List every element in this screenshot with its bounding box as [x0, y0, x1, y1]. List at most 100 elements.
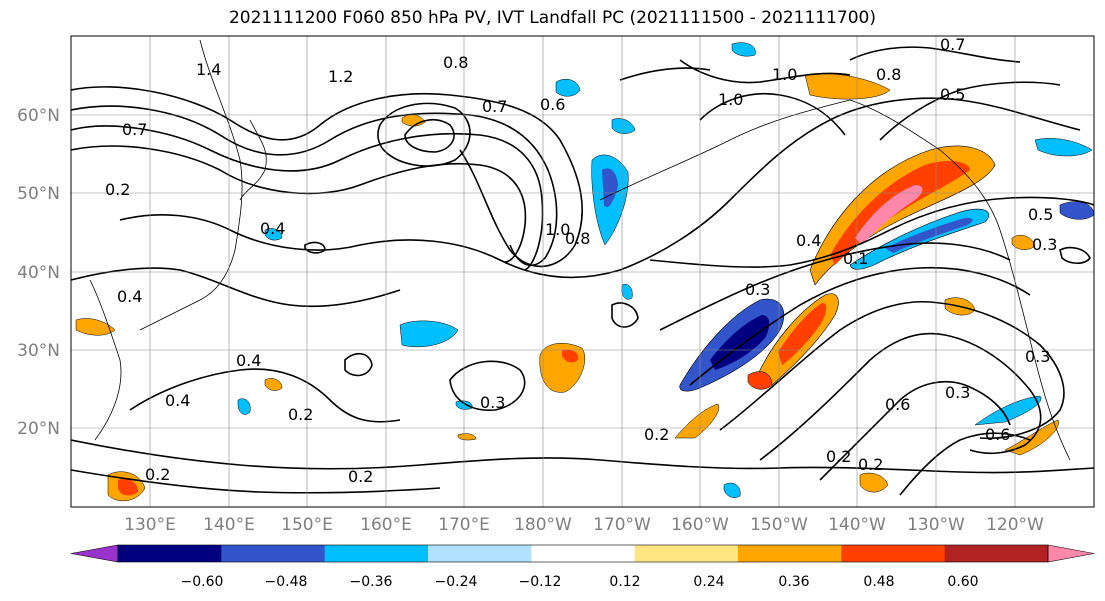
contour-label: 0.6 — [540, 95, 565, 114]
contour-label: 0.1 — [843, 249, 868, 268]
contour-label: 0.3 — [745, 280, 770, 299]
colorbar-tick-label: 0.24 — [693, 574, 724, 590]
contour-label: 0.2 — [348, 467, 373, 486]
negative-blob-small-5 — [723, 482, 741, 498]
graticule — [71, 36, 1094, 507]
contour-label: 0.5 — [940, 85, 965, 104]
contour-label: 0.2 — [145, 465, 170, 484]
contour-line — [649, 196, 1094, 268]
lon-label: 150°E — [281, 515, 333, 535]
map-frame-border — [70, 35, 1095, 508]
lat-label: 40°N — [17, 263, 60, 283]
negative-blob-pnw — [1034, 138, 1093, 157]
contour-line — [899, 432, 1031, 496]
lat-label: 20°N — [17, 419, 60, 439]
contour-label: 0.2 — [644, 425, 669, 444]
negative-blob-small-2 — [264, 228, 283, 241]
contour-label: 1.2 — [328, 67, 353, 86]
lon-label: 160°E — [360, 515, 412, 535]
contour-line — [879, 81, 1061, 141]
positive-band-northeast-core — [830, 160, 970, 265]
contour-line — [71, 439, 1094, 474]
contour-line — [699, 92, 846, 136]
lat-label: 50°N — [17, 184, 60, 204]
colorbar-segment — [841, 545, 946, 562]
colorbar-extend-max — [1047, 544, 1095, 563]
contour-label: 0.7 — [940, 35, 965, 54]
contour-line — [71, 86, 583, 268]
contour-label: 0.6 — [985, 425, 1010, 444]
colorbar-tick-label: −0.60 — [181, 574, 224, 590]
contour-line — [404, 119, 455, 153]
contour-line — [759, 332, 1042, 461]
contour-line — [1059, 246, 1091, 265]
colorbar-extend-min — [70, 544, 119, 563]
colorbar-tick-label: −0.48 — [265, 574, 308, 590]
positive-blob-subtropic-south — [859, 472, 889, 493]
colorbar-tick-label: 0.36 — [778, 574, 809, 590]
contour-line — [659, 242, 1011, 331]
colorbar-segment — [324, 545, 429, 562]
contour-label: 1.0 — [718, 90, 743, 109]
lon-label: 150°W — [750, 515, 808, 535]
contour-label: 0.4 — [260, 219, 285, 238]
colorbar-segment — [221, 545, 326, 562]
contour-lines — [71, 46, 1094, 496]
colorbar-tick-label: −0.36 — [350, 574, 393, 590]
lon-label: 140°E — [203, 515, 255, 535]
contour-line — [71, 145, 527, 263]
negative-blob-midpacific — [399, 320, 459, 348]
colorbar: −0.60 −0.48 −0.36 −0.24 −0.12 0.12 0.24 … — [70, 544, 1095, 590]
positive-blob-small-4 — [457, 433, 477, 441]
lon-label: 130°W — [907, 515, 965, 535]
contour-line — [129, 368, 401, 423]
colorbar-tick-label: 0.60 — [947, 574, 978, 590]
colorbar-segment — [118, 545, 222, 562]
contour-label: 0.3 — [480, 393, 505, 412]
contour-label: 0.3 — [945, 383, 970, 402]
contour-line — [449, 360, 526, 411]
contour-label: 0.6 — [885, 395, 910, 414]
contour-label: 0.4 — [236, 351, 261, 370]
negative-blob-bering — [555, 79, 581, 97]
contour-line — [344, 352, 373, 377]
map-frame-bg — [71, 36, 1094, 507]
colorbar-tick-label: 0.12 — [609, 574, 640, 590]
shading-layer — [75, 42, 1094, 502]
contour-label: 0.7 — [482, 97, 507, 116]
lon-label: 170°W — [593, 515, 651, 535]
coastline — [89, 279, 122, 441]
positive-southwest-tail — [674, 403, 720, 439]
contour-label: 0.2 — [826, 447, 851, 466]
contour-label: 1.4 — [196, 60, 221, 79]
colorbar-segment — [738, 545, 842, 562]
map-title: 2021111200 F060 850 hPa PV, IVT Landfall… — [228, 8, 876, 28]
lon-label: 160°W — [671, 515, 729, 535]
contour-line — [619, 67, 711, 81]
lon-label: 130°E — [124, 515, 176, 535]
positive-band-northeast-peak — [855, 185, 923, 245]
contour-line — [377, 102, 471, 167]
lon-label: 120°W — [986, 515, 1044, 535]
colorbar-segments — [70, 544, 1095, 563]
lon-label: 140°W — [828, 515, 886, 535]
colorbar-tick-label: −0.24 — [435, 574, 478, 590]
longitude-labels: 130°E 140°E 150°E 160°E 170°E 180°W 170°… — [124, 515, 1044, 535]
contour-line — [71, 105, 558, 267]
lat-label: 30°N — [17, 341, 60, 361]
contour-line — [679, 59, 851, 84]
positive-blob-small-1 — [264, 378, 283, 391]
contour-line — [819, 380, 1011, 481]
positive-center-pacific-core — [778, 303, 827, 365]
negative-blob-north-edge — [731, 42, 756, 57]
lon-label: 170°E — [438, 515, 490, 535]
colorbar-tick-label: −0.12 — [519, 574, 562, 590]
contour-line — [849, 46, 1021, 63]
contour-label: 0.4 — [796, 231, 821, 250]
positive-blob-japan — [75, 318, 116, 336]
colorbar-segment — [634, 545, 739, 562]
contour-label: 0.8 — [876, 65, 901, 84]
coastline — [999, 229, 1071, 461]
positive-blob-southwest-core — [118, 478, 138, 496]
